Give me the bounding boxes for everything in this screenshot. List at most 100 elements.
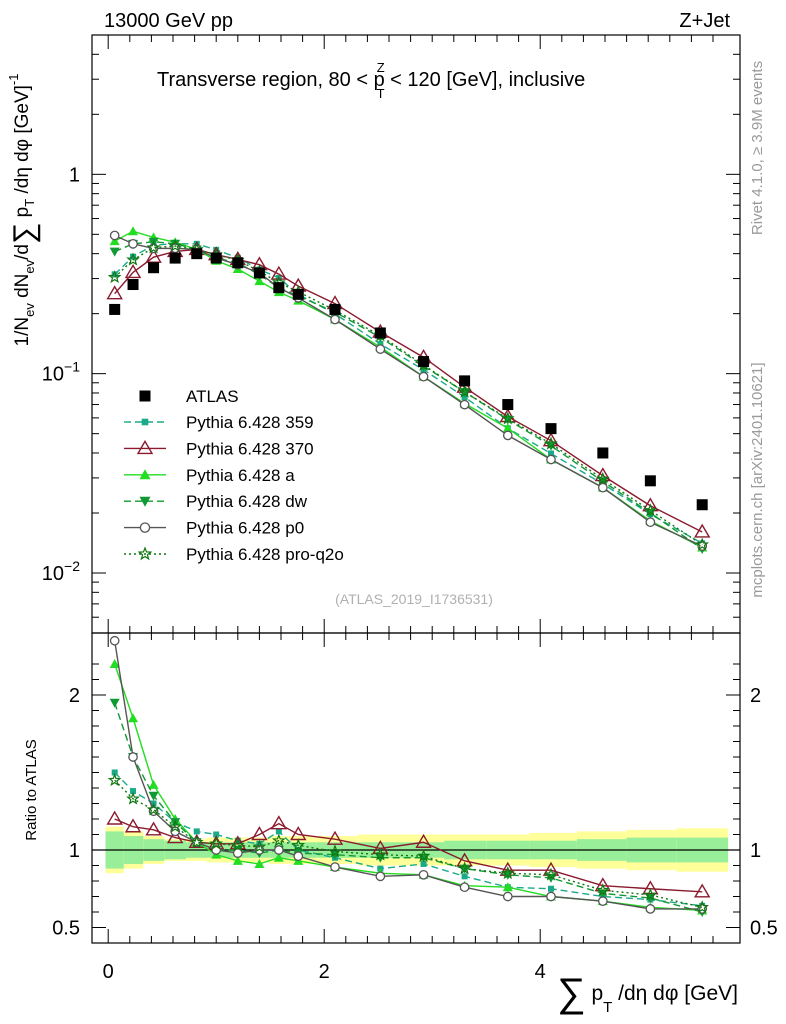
- series-point-main: [459, 399, 470, 410]
- series-point-main: [111, 271, 118, 278]
- series-point-ratio: [502, 882, 513, 892]
- y-tick-label: 1: [69, 164, 80, 186]
- series-point-main: [145, 248, 162, 263]
- series-point-main: [375, 344, 386, 354]
- axis-ticks: 0 2 4 10−2 10−1 1 0.5 0.5 1 1 2 2: [42, 34, 778, 983]
- legend-marker-pp0: [139, 522, 151, 533]
- legend-label-pa: Pythia 6.428 a: [186, 466, 295, 485]
- legend-marker-p370: [136, 440, 154, 455]
- series-point-main: [457, 384, 472, 398]
- series-point-ratio: [145, 821, 162, 836]
- plot-title-sup: Z: [377, 60, 385, 75]
- atlas-point: [253, 267, 265, 279]
- series-point-main: [645, 517, 656, 528]
- series-point-ratio: [548, 885, 554, 892]
- y-tick-label: 10−2: [42, 558, 80, 585]
- legend-marker-pdw: [139, 496, 151, 507]
- series-point-main: [546, 454, 556, 465]
- ratio-tick-label-right: 2: [750, 685, 761, 707]
- series-point-main: [128, 238, 138, 249]
- series-point-ratio: [273, 852, 284, 862]
- series-layer: [106, 226, 711, 917]
- plot-title-main: Transverse region, 80 < p: [157, 69, 385, 91]
- series-point-ratio: [106, 810, 123, 825]
- plot-title: Transverse region, 80 < pZ T < 120 [GeV],…: [157, 60, 585, 101]
- series-point-ratio: [109, 659, 120, 668]
- y-tick-label: 10−1: [42, 359, 80, 386]
- series-point-main: [270, 265, 288, 280]
- series-point-main: [597, 482, 608, 493]
- series-point-main: [126, 252, 140, 266]
- atlas-point: [292, 288, 304, 300]
- legend-marker-pa: [139, 469, 151, 480]
- series-point-ratio: [459, 882, 470, 893]
- main-ylabel: 1/Nev dNev/d∑ pT /dη dφ [GeV]-1: [6, 74, 41, 347]
- series-point-ratio: [328, 844, 342, 858]
- series-point-main: [643, 503, 658, 517]
- series-point-ratio: [643, 887, 658, 901]
- series-point-ratio: [416, 848, 431, 862]
- series-point-main: [502, 430, 513, 441]
- series-point-ratio: [107, 773, 122, 787]
- series-point-ratio: [109, 635, 120, 646]
- legend: ATLAS Pythia 6.428 359 Pythia 6.428 370 Pyt…: [124, 387, 344, 564]
- series-point-main: [695, 537, 710, 551]
- series-point-ratio: [148, 779, 159, 789]
- series-point-ratio: [546, 891, 556, 902]
- series-line-main: [114, 245, 703, 546]
- series-point-ratio: [193, 828, 200, 835]
- legend-label-pdw: Pythia 6.428 dw: [186, 492, 308, 511]
- series-point-main: [124, 264, 142, 279]
- series-point-main: [595, 471, 610, 485]
- atlas-point: [109, 303, 121, 315]
- x-axis-label: ∑ pT /dη dφ [GeV]: [557, 971, 738, 1016]
- series-point-ratio: [232, 855, 243, 865]
- series-point-ratio: [645, 904, 656, 914]
- series-point-main: [106, 285, 123, 300]
- series-point-ratio: [270, 815, 288, 830]
- series-point-ratio: [168, 819, 183, 833]
- legend-label-pq2o: Pythia 6.428 pro-q2o: [186, 545, 344, 564]
- series-point-ratio: [146, 802, 161, 816]
- ratio-tick-label-right: 0.5: [750, 918, 778, 940]
- series-point-ratio: [126, 791, 140, 805]
- series-line-ratio: [114, 779, 703, 909]
- atlas-point: [127, 279, 139, 291]
- legend-marker-p359: [141, 418, 149, 426]
- series-point-ratio: [213, 831, 220, 838]
- series-point-ratio: [128, 713, 139, 723]
- atlas-point: [545, 423, 557, 435]
- atlas-point: [210, 252, 222, 264]
- series-point-main: [548, 450, 554, 457]
- atlas-point: [191, 248, 203, 260]
- series-point-ratio: [457, 861, 472, 875]
- header-right: Z+Jet: [679, 10, 730, 32]
- series-atlas: [109, 248, 708, 511]
- ratio-tick-label-left: 1: [69, 840, 80, 862]
- series-point-main: [330, 314, 340, 325]
- atlas-point: [459, 375, 471, 387]
- atlas-point: [273, 282, 285, 294]
- series-point-ratio: [254, 858, 265, 868]
- series-point-ratio: [595, 883, 610, 897]
- series-point-main: [418, 371, 429, 382]
- mcplots-credit: mcplots.cern.ch [arXiv:2401.10621]: [749, 362, 766, 597]
- series-point-ratio: [251, 826, 268, 841]
- atlas-point: [597, 447, 609, 459]
- series-point-ratio: [124, 818, 142, 833]
- series-point-ratio: [111, 769, 118, 776]
- series-point-ratio: [330, 862, 340, 872]
- series-point-main: [461, 394, 468, 401]
- series-point-ratio: [128, 752, 138, 762]
- series-point-ratio: [166, 829, 184, 844]
- series-point-ratio: [148, 791, 159, 801]
- x-tick-label: 4: [535, 961, 546, 983]
- legend-marker-atlas: [139, 390, 151, 402]
- ratio-ylabel: Ratio to ATLAS: [23, 739, 40, 840]
- legend-label-p359: Pythia 6.428 359: [186, 413, 314, 432]
- atlas-point: [169, 252, 181, 264]
- atlas-point: [502, 399, 514, 411]
- series-point-main: [109, 247, 120, 257]
- legend-label-pp0: Pythia 6.428 p0: [186, 519, 304, 538]
